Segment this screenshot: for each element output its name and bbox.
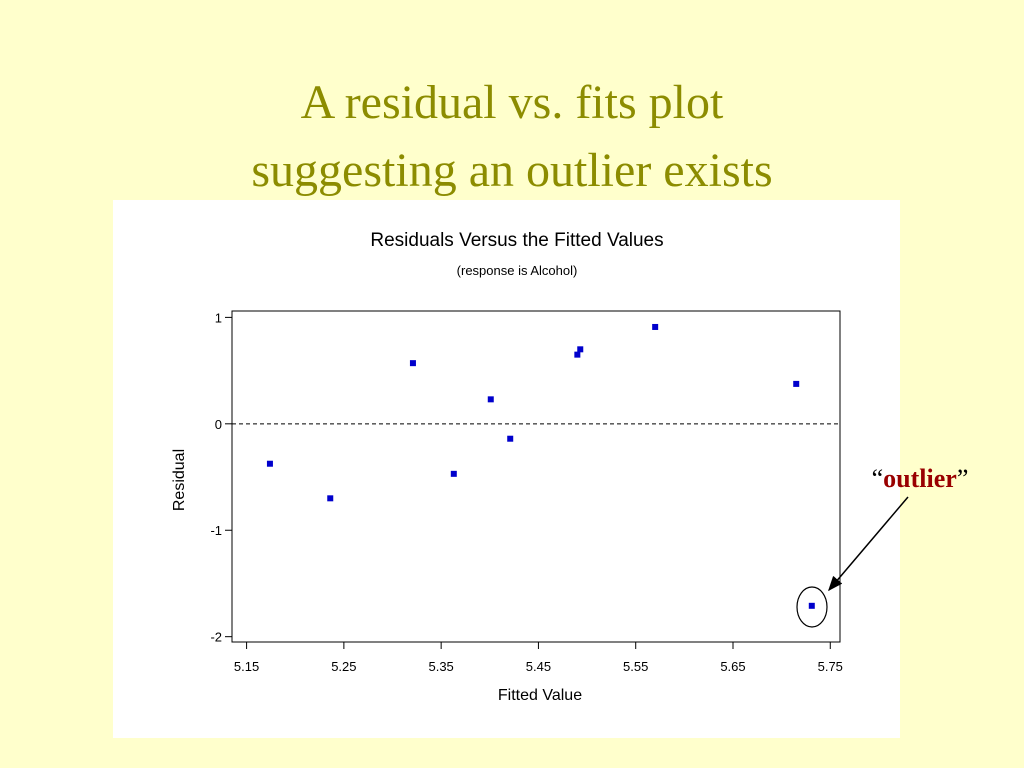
point [507, 435, 514, 442]
x-tick-label: 5.25 [331, 659, 356, 674]
annotation-text: outlier [883, 464, 957, 493]
x-tick-label: 5.65 [720, 659, 745, 674]
chart-panel [113, 200, 900, 738]
point [327, 495, 334, 502]
x-tick-label: 5.45 [526, 659, 551, 674]
point [487, 396, 494, 403]
point [450, 470, 457, 477]
y-tick-label: -1 [210, 523, 222, 538]
point [793, 380, 800, 387]
y-tick-label: 1 [215, 310, 222, 325]
plot-frame [231, 310, 841, 643]
x-tick-label: 5.35 [428, 659, 453, 674]
point [574, 351, 581, 358]
point [808, 602, 815, 609]
chart-subtitle: (response is Alcohol) [457, 263, 578, 278]
y-axis-label: Residual [171, 449, 188, 511]
chart-title: Residuals Versus the Fitted Values [370, 230, 663, 251]
quote-close: ” [957, 464, 969, 493]
y-tick-label: 0 [215, 417, 222, 432]
x-tick-label: 5.55 [623, 659, 648, 674]
annotation-arrow [828, 496, 909, 592]
point [577, 346, 584, 353]
point [409, 360, 416, 367]
outlier-circle [796, 586, 828, 628]
x-axis-label: Fitted Value [498, 687, 582, 704]
x-tick-label: 5.75 [818, 659, 843, 674]
slide-title: suggesting an outlier exists [251, 144, 772, 197]
x-tick-label: 5.15 [234, 659, 259, 674]
y-tick-label: -2 [210, 630, 222, 645]
annotation: “outlier” [872, 464, 969, 493]
point [652, 323, 659, 330]
quote-open: “ [872, 464, 884, 493]
point [266, 460, 273, 467]
slide-title: A residual vs. fits plot [301, 76, 724, 129]
